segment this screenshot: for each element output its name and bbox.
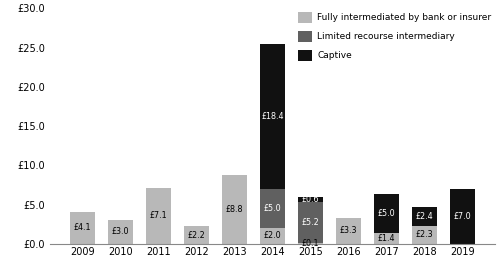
Text: £5.0: £5.0	[378, 209, 396, 218]
Bar	[450, 189, 475, 244]
Bar	[222, 175, 247, 244]
Text: £2.2: £2.2	[188, 231, 206, 240]
Text: £1.4: £1.4	[378, 234, 395, 243]
Bar	[336, 218, 361, 244]
Bar	[146, 188, 171, 244]
Text: £0.6: £0.6	[302, 195, 319, 204]
Text: £3.3: £3.3	[340, 226, 357, 235]
Text: £5.0: £5.0	[264, 204, 281, 213]
Text: £5.2: £5.2	[302, 218, 320, 227]
Text: £3.0: £3.0	[112, 227, 130, 237]
Text: £2.0: £2.0	[264, 231, 281, 240]
Bar	[374, 194, 399, 233]
Text: £8.8: £8.8	[226, 205, 244, 214]
Bar	[412, 207, 437, 226]
Text: £4.1: £4.1	[74, 223, 92, 232]
Bar	[184, 227, 209, 244]
Text: £7.1: £7.1	[150, 211, 168, 220]
Text: £18.4: £18.4	[261, 112, 284, 121]
Bar	[298, 243, 323, 244]
Bar	[260, 189, 285, 228]
Bar	[260, 228, 285, 244]
Bar	[412, 226, 437, 244]
Bar	[298, 198, 323, 202]
Legend: Fully intermediated by bank or insurer, Limited recourse intermediary, Captive: Fully intermediated by bank or insurer, …	[294, 8, 495, 65]
Bar	[298, 202, 323, 243]
Bar	[70, 212, 95, 244]
Text: £0.1: £0.1	[302, 239, 319, 248]
Text: £7.0: £7.0	[454, 212, 471, 221]
Bar	[374, 233, 399, 244]
Text: £2.4: £2.4	[416, 212, 434, 221]
Bar	[108, 220, 133, 244]
Bar	[260, 44, 285, 189]
Text: £2.3: £2.3	[416, 230, 434, 239]
